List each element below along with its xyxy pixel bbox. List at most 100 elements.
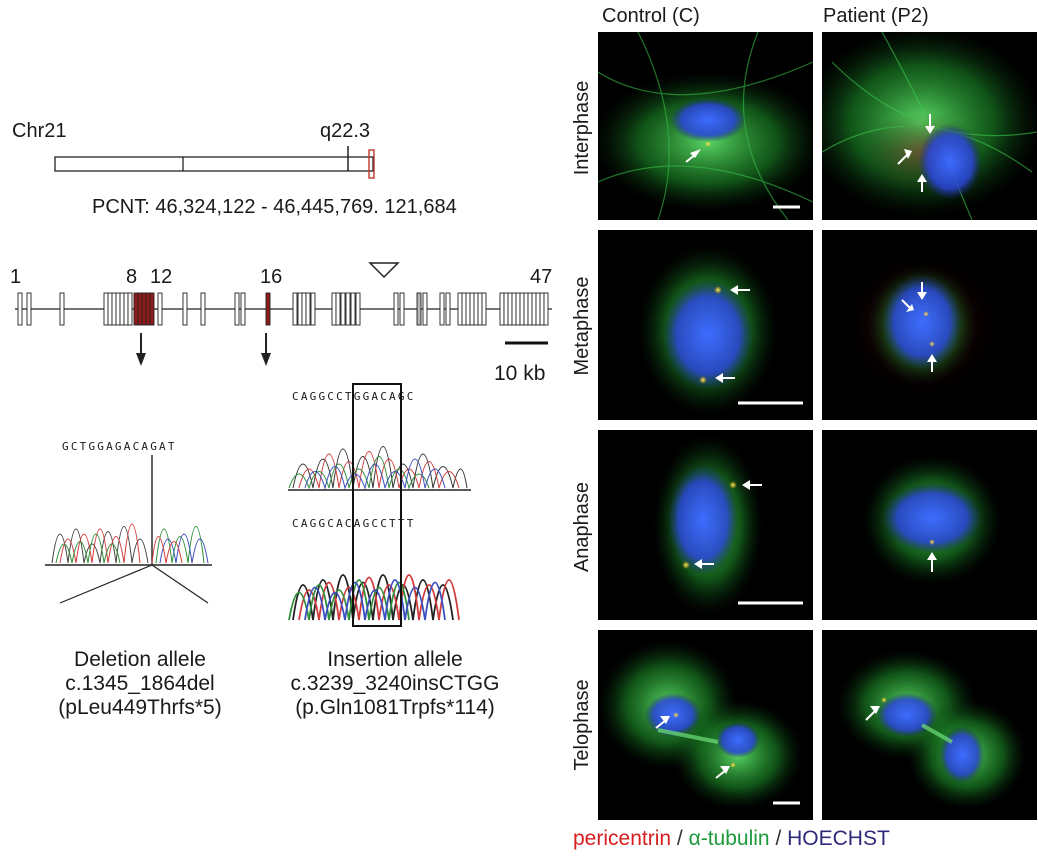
exon-box <box>149 292 155 326</box>
exon-box <box>355 292 361 326</box>
exon-box <box>133 292 139 326</box>
exon-box <box>141 292 147 326</box>
exon-box <box>240 292 246 326</box>
exon-box <box>519 292 525 326</box>
exon-box <box>345 292 351 326</box>
deletion-allele-protein: (pLeu449Thrfs*5) <box>58 696 222 719</box>
exon-label-1: 1 <box>10 266 22 288</box>
legend-separator-1: / <box>671 827 689 850</box>
insertion-allele-caption: Insertion allele c.3239_3240insCTGG (p.G… <box>265 648 525 720</box>
exon-box <box>310 292 316 326</box>
exon-box <box>297 292 303 326</box>
stain-legend: pericentrin / α-tubulin / HOECHST <box>573 827 890 851</box>
legend-separator-2: / <box>769 827 788 850</box>
exon-box <box>457 292 463 326</box>
exon-box <box>350 292 356 326</box>
exon-box <box>515 292 521 326</box>
exon-box <box>340 292 346 326</box>
chromosome-ideogram <box>54 146 375 179</box>
exon-box <box>439 292 445 326</box>
panel-patient-anaphase <box>822 430 1037 620</box>
exon-box <box>523 292 529 326</box>
panel-control-metaphase <box>598 230 813 420</box>
exon-box <box>527 292 533 326</box>
exon-box <box>301 292 307 326</box>
deletion-allele-caption: Deletion allele c.1345_1864del (pLeu449T… <box>30 648 250 720</box>
exon-box <box>157 292 163 326</box>
exon-box <box>469 292 475 326</box>
exon-box <box>123 292 129 326</box>
deletion-allele-title: Deletion allele <box>74 648 206 671</box>
exon-label-12: 12 <box>150 266 173 288</box>
pcnt-coordinates: PCNT: 46,324,122 - 46,445,769. 121,684 <box>92 196 457 218</box>
legend-alpha-tubulin: α-tubulin <box>688 827 770 850</box>
panel-control-telophase <box>598 630 813 820</box>
panel-patient-metaphase <box>822 230 1037 420</box>
row-label-metaphase: Metaphase <box>571 276 593 376</box>
exon-box <box>331 292 337 326</box>
exon-box <box>503 292 509 326</box>
exon-box <box>305 292 311 326</box>
exon-box <box>103 292 109 326</box>
exon-box <box>59 292 65 326</box>
exon-box <box>507 292 513 326</box>
exon-box <box>265 292 271 326</box>
exon-box <box>531 292 537 326</box>
exon-box <box>234 292 240 326</box>
panel-control-anaphase <box>598 430 813 620</box>
insertion-chromatogram <box>288 383 471 627</box>
exon-box <box>539 292 545 326</box>
row-label-anaphase: Anaphase <box>571 481 593 573</box>
scale-bar <box>505 341 548 345</box>
exon-box <box>127 292 133 326</box>
exon-box <box>461 292 467 326</box>
exon-box <box>543 292 549 326</box>
deletion-allele-cdna: c.1345_1864del <box>65 672 215 695</box>
exon-box <box>473 292 479 326</box>
exon-box <box>115 292 121 326</box>
exon-box <box>416 292 422 326</box>
exon-box <box>422 292 428 326</box>
exon-label-16: 16 <box>260 266 283 288</box>
chromosome-band: q22.3 <box>320 120 371 142</box>
exon-label-47: 47 <box>530 266 553 288</box>
exon-box <box>200 292 206 326</box>
deletion-chromatogram <box>45 455 212 604</box>
exon-box <box>535 292 541 326</box>
exon-label-8: 8 <box>126 266 138 288</box>
exon-box <box>511 292 517 326</box>
exon-box <box>465 292 471 326</box>
exon-box <box>477 292 483 326</box>
exon-box <box>481 292 487 326</box>
exon-box <box>499 292 505 326</box>
insertion-allele-cdna: c.3239_3240insCTGG <box>290 672 500 695</box>
legend-pericentrin: pericentrin <box>573 827 672 850</box>
exon-box <box>119 292 125 326</box>
exon-box <box>137 292 143 326</box>
legend-hoechst: HOECHST <box>787 827 890 850</box>
exon-box <box>17 292 23 326</box>
exon-box <box>335 292 341 326</box>
panel-control-interphase <box>598 32 813 220</box>
exon-box <box>399 292 405 326</box>
exon-box <box>445 292 451 326</box>
deletion-trace-sequence: GCTGGAGACAGAT <box>62 440 177 453</box>
row-label-telophase: Telophase <box>571 679 593 771</box>
exon-box <box>393 292 399 326</box>
exon-box <box>26 292 32 326</box>
exon-map <box>15 262 552 366</box>
exon-box <box>292 292 298 326</box>
deletion-trace-sequence-text: GCTGGAGACAGAT <box>62 440 177 453</box>
exon-box <box>145 292 151 326</box>
panel-patient-telophase <box>822 630 1037 820</box>
exon-box <box>111 292 117 326</box>
row-label-interphase: Interphase <box>571 80 593 176</box>
chromosome-name: Chr21 <box>12 120 67 142</box>
column-header-control: Control (C) <box>602 5 700 27</box>
scale-bar-label: 10 kb <box>494 362 546 385</box>
exon-box <box>107 292 113 326</box>
exon-box <box>182 292 188 326</box>
insertion-allele-protein: (p.Gln1081Trpfs*114) <box>295 696 495 719</box>
insertion-allele-title: Insertion allele <box>327 648 463 671</box>
panel-patient-interphase <box>822 32 1037 220</box>
